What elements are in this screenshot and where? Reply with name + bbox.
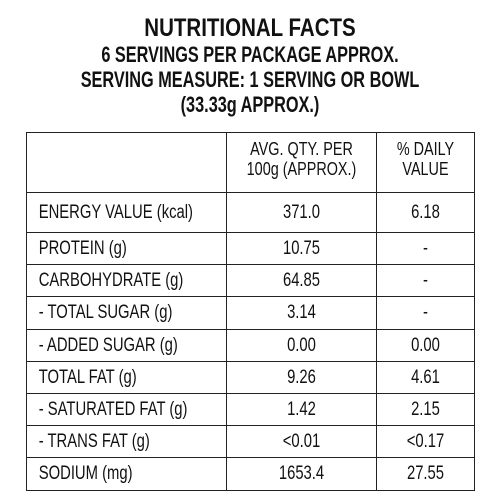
table-row: TOTAL FAT (g) 9.26 4.61: [26, 360, 475, 394]
nutrient-name: ENERGY VALUE (kcal): [38, 202, 193, 223]
nutrient-qty: 3.14: [287, 302, 316, 324]
nutrient-qty: 0.00: [287, 334, 316, 356]
table-row: ENERGY VALUE (kcal) 371.0 6.18: [26, 192, 475, 233]
page-title: NUTRITIONAL FACTS: [144, 14, 356, 42]
nutrient-daily-value: -: [423, 270, 428, 292]
nutrient-daily-value: 27.55: [406, 463, 445, 485]
header-name-cell: [26, 132, 227, 193]
nutrient-name: - TOTAL SUGAR (g): [38, 302, 173, 324]
nutrient-daily-value: 2.15: [411, 399, 440, 421]
nutrient-daily-value: 4.61: [411, 366, 440, 388]
serving-weight: (33.33g APPROX.): [180, 92, 320, 117]
header-qty-line-2: 100g (APPROX.): [246, 159, 357, 179]
nutrient-daily-value: -: [423, 238, 428, 260]
servings-per-package: 6 SERVINGS PER PACKAGE APPROX.: [101, 42, 399, 67]
nutrient-qty: <0.01: [282, 431, 321, 453]
table-row: - SATURATED FAT (g) 1.42 2.15: [26, 392, 475, 427]
nutrient-qty: 1.42: [287, 399, 316, 421]
table-row: CARBOHYDRATE (g) 64.85 -: [26, 264, 475, 298]
header-dv-line-2: VALUE: [402, 159, 449, 179]
nutrient-name: SODIUM (mg): [38, 463, 133, 485]
header-dv-line-1: % DAILY: [396, 139, 455, 159]
nutrient-name: PROTEIN (g): [38, 238, 127, 260]
table-row: SODIUM (mg) 1653.4 27.55: [26, 457, 475, 491]
table-row: - ADDED SUGAR (g) 0.00 0.00: [26, 328, 475, 362]
table-row: - TOTAL SUGAR (g) 3.14 -: [26, 296, 475, 330]
nutrient-qty: 371.0: [282, 202, 321, 223]
table-row: PROTEIN (g) 10.75 -: [26, 231, 475, 266]
nutrient-qty: 9.26: [287, 366, 316, 388]
nutrient-daily-value: -: [423, 302, 428, 324]
nutrient-qty: 1653.4: [278, 463, 325, 485]
nutrient-name: - SATURATED FAT (g): [38, 399, 188, 421]
nutrition-table: AVG. QTY. PER 100g (APPROX.) % DAILY VAL…: [26, 132, 475, 491]
label-header: NUTRITIONAL FACTS 6 SERVINGS PER PACKAGE…: [0, 14, 500, 117]
nutrient-qty: 64.85: [282, 270, 321, 292]
header-qty-cell: AVG. QTY. PER 100g (APPROX.): [226, 132, 377, 193]
header-dv-cell: % DAILY VALUE: [376, 132, 475, 193]
nutrient-name: - TRANS FAT (g): [38, 431, 150, 453]
serving-measure: SERVING MEASURE: 1 SERVING OR BOWL: [80, 67, 420, 92]
header-qty-line-1: AVG. QTY. PER: [250, 139, 353, 159]
nutrient-qty: 10.75: [282, 238, 321, 260]
table-row: - TRANS FAT (g) <0.01 <0.17: [26, 425, 475, 459]
nutrient-name: - ADDED SUGAR (g): [38, 334, 178, 356]
nutrient-name: TOTAL FAT (g): [38, 366, 137, 388]
nutrient-daily-value: <0.17: [406, 431, 445, 453]
nutrient-daily-value: 0.00: [411, 334, 440, 356]
nutrient-name: CARBOHYDRATE (g): [38, 270, 184, 292]
table-header-row: AVG. QTY. PER 100g (APPROX.) % DAILY VAL…: [26, 132, 475, 193]
nutrient-daily-value: 6.18: [411, 202, 440, 223]
